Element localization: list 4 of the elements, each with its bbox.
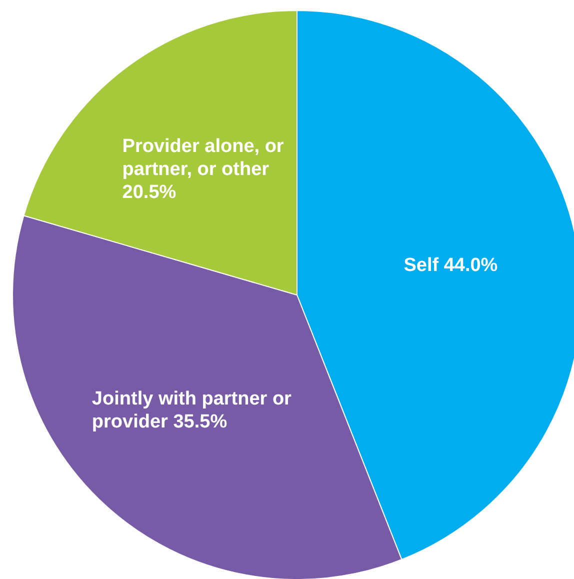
slice-label: Self 44.0% [404,254,498,276]
slice-label: Jointly with partner or provider 35.5% [92,388,292,432]
slice-label: Provider alone, or partner, or other [122,136,284,180]
data-label: 20.5% [122,182,176,204]
